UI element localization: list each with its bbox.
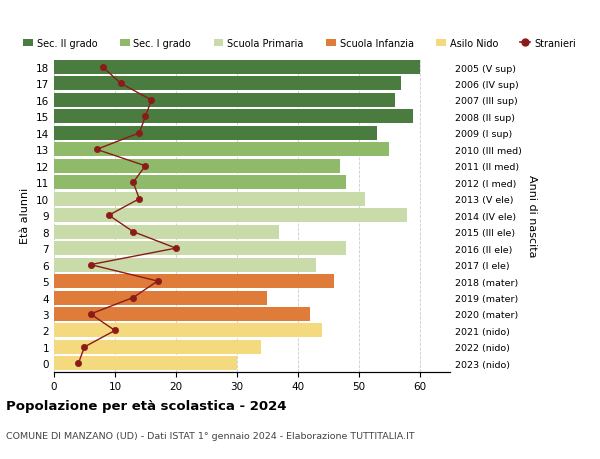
Y-axis label: Anni di nascita: Anni di nascita: [527, 174, 537, 257]
Bar: [54, 209, 407, 223]
Bar: [54, 258, 316, 272]
Bar: [54, 340, 261, 354]
Bar: [54, 241, 346, 256]
Text: COMUNE DI MANZANO (UD) - Dati ISTAT 1° gennaio 2024 - Elaborazione TUTTITALIA.IT: COMUNE DI MANZANO (UD) - Dati ISTAT 1° g…: [6, 431, 415, 441]
Bar: [54, 61, 419, 75]
Bar: [54, 192, 365, 206]
Bar: [54, 291, 267, 305]
Bar: [54, 94, 395, 108]
Bar: [54, 176, 346, 190]
Bar: [54, 127, 377, 140]
Bar: [54, 324, 322, 338]
Bar: [54, 159, 340, 174]
Bar: [54, 274, 334, 288]
Bar: [54, 143, 389, 157]
Bar: [54, 308, 310, 321]
Text: Popolazione per età scolastica - 2024: Popolazione per età scolastica - 2024: [6, 399, 287, 412]
Legend: Sec. II grado, Sec. I grado, Scuola Primaria, Scuola Infanzia, Asilo Nido, Stran: Sec. II grado, Sec. I grado, Scuola Prim…: [23, 39, 576, 49]
Bar: [54, 225, 280, 239]
Y-axis label: Età alunni: Età alunni: [20, 188, 31, 244]
Bar: [54, 110, 413, 124]
Bar: [54, 77, 401, 91]
Bar: [54, 357, 237, 370]
